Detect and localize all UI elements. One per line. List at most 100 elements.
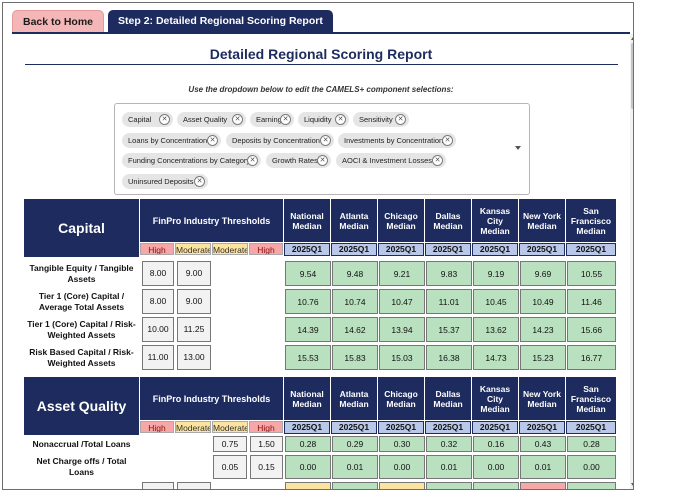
capital-section-title: Capital bbox=[24, 199, 139, 257]
threshold-cell: 11.25 bbox=[177, 317, 211, 342]
value-cell: 0.28 bbox=[567, 436, 616, 452]
component-multiselect[interactable]: Capital ✕ Asset Quality ✕ Earnings ✕ Liquid… bbox=[114, 103, 530, 195]
threshold-high-pill: High bbox=[140, 421, 174, 433]
remove-icon[interactable]: ✕ bbox=[320, 135, 331, 146]
header-new-york-median: New York Median bbox=[519, 377, 565, 420]
chip-capital: Capital ✕ bbox=[122, 112, 173, 127]
header-kansas-city-median: Kansas City Median bbox=[472, 377, 518, 420]
value-cell: 9.21 bbox=[379, 261, 425, 286]
quarter-label: 2025Q1 bbox=[284, 421, 330, 434]
quarter-label: 2025Q1 bbox=[566, 243, 616, 256]
header-national-median: National Median bbox=[284, 199, 330, 242]
remove-icon[interactable]: ✕ bbox=[335, 114, 346, 125]
partial-value-cell bbox=[379, 482, 425, 489]
header-chicago-median: Chicago Median bbox=[378, 199, 424, 242]
value-cell: 0.01 bbox=[426, 455, 472, 479]
tab-detailed-report[interactable]: Step 2: Detailed Regional Scoring Report bbox=[108, 10, 333, 32]
partial-value-cell bbox=[473, 482, 519, 489]
threshold-cell: 8.00 bbox=[142, 261, 174, 286]
quarter-label: 2025Q1 bbox=[519, 243, 565, 256]
quarter-label: 2025Q1 bbox=[284, 243, 330, 256]
value-cell: 9.48 bbox=[332, 261, 378, 286]
value-cell: 11.46 bbox=[567, 289, 616, 314]
value-cell: 0.00 bbox=[379, 455, 425, 479]
value-cell: 9.19 bbox=[473, 261, 519, 286]
chip-label: Uninsured Deposits bbox=[128, 177, 194, 186]
quarter-label: 2025Q1 bbox=[566, 421, 616, 434]
value-cell: 0.43 bbox=[520, 436, 566, 452]
threshold-cell: 0.15 bbox=[250, 455, 283, 479]
app-window: Back to Home Step 2: Detailed Regional S… bbox=[2, 2, 634, 490]
threshold-moderate-pill: Moderate bbox=[175, 421, 211, 433]
threshold-cell: 9.00 bbox=[177, 261, 211, 286]
dropdown-caret-icon[interactable] bbox=[515, 146, 521, 150]
header-san-francisco-median: San Francisco Median bbox=[566, 377, 616, 420]
remove-icon[interactable]: ✕ bbox=[159, 114, 170, 125]
chip-uninsured-deposits: Uninsured Deposits ✕ bbox=[122, 174, 208, 189]
header-atlanta-median: Atlanta Median bbox=[331, 377, 377, 420]
row-label: Risk Based Capital / Risk-Weighted Asset… bbox=[29, 346, 134, 368]
row-label: Tier 1 (Core) Capital / Average Total As… bbox=[38, 290, 125, 312]
value-cell: 13.62 bbox=[473, 317, 519, 342]
scroll-down-arrow-icon[interactable] bbox=[631, 483, 633, 486]
chip-label: Growth Rates bbox=[272, 156, 318, 165]
remove-icon[interactable]: ✕ bbox=[442, 135, 453, 146]
row-label: Net Charge offs / Total Loans bbox=[36, 456, 127, 477]
chip-sensitivity: Sensitivity ✕ bbox=[353, 112, 409, 127]
chip-investments-by-concentration: Investments by Concentration ✕ bbox=[338, 133, 456, 148]
value-cell: 10.55 bbox=[567, 261, 616, 286]
partial-value-cell bbox=[520, 482, 566, 489]
header-national-median: National Median bbox=[284, 377, 330, 420]
threshold-cell: 11.00 bbox=[142, 345, 174, 370]
chip-label: Loans by Concentration bbox=[128, 136, 208, 145]
thresholds-header: FinPro Industry Thresholds bbox=[140, 377, 283, 420]
quarter-label: 2025Q1 bbox=[472, 421, 518, 434]
chip-liquidity: Liquidity ✕ bbox=[298, 112, 349, 127]
quarter-label: 2025Q1 bbox=[472, 243, 518, 256]
value-cell: 16.38 bbox=[426, 345, 472, 370]
value-cell: 0.30 bbox=[379, 436, 425, 452]
remove-icon[interactable]: ✕ bbox=[317, 155, 328, 166]
quarter-label: 2025Q1 bbox=[425, 421, 471, 434]
threshold-cell: 8.00 bbox=[142, 289, 174, 314]
row-label: Tier 1 (Core) Capital / Risk-Weighted As… bbox=[27, 318, 136, 340]
threshold-cell: 0.75 bbox=[213, 436, 247, 452]
row-label: Tangible Equity / Tangible Assets bbox=[29, 262, 134, 284]
header-atlanta-median: Atlanta Median bbox=[331, 199, 377, 242]
value-cell: 0.00 bbox=[567, 455, 616, 479]
remove-icon[interactable]: ✕ bbox=[395, 114, 406, 125]
remove-icon[interactable]: ✕ bbox=[232, 114, 243, 125]
threshold-high-pill: High bbox=[249, 421, 283, 433]
threshold-high-pill: High bbox=[140, 243, 174, 255]
threshold-moderate-pill: Moderate bbox=[212, 243, 248, 255]
value-cell: 10.76 bbox=[285, 289, 331, 314]
remove-icon[interactable]: ✕ bbox=[432, 155, 443, 166]
partial-threshold-cell bbox=[177, 482, 211, 489]
threshold-cell: 0.05 bbox=[213, 455, 247, 479]
remove-icon[interactable]: ✕ bbox=[280, 114, 291, 125]
threshold-moderate-pill: Moderate bbox=[212, 421, 248, 433]
chip-label: Capital bbox=[128, 115, 152, 124]
value-cell: 9.83 bbox=[426, 261, 472, 286]
value-cell: 13.94 bbox=[379, 317, 425, 342]
thresholds-header: FinPro Industry Thresholds bbox=[140, 199, 283, 242]
remove-icon[interactable]: ✕ bbox=[207, 135, 218, 146]
chip-aoci-investment-losses: AOCI & Investment Losses ✕ bbox=[336, 153, 446, 168]
scrollbar-thumb[interactable] bbox=[631, 43, 633, 109]
chip-deposits-by-concentration: Deposits by Concentration ✕ bbox=[226, 133, 334, 148]
chip-label: Earnings bbox=[256, 115, 286, 124]
chip-label: Sensitivity bbox=[359, 115, 393, 124]
value-cell: 9.69 bbox=[520, 261, 566, 286]
remove-icon[interactable]: ✕ bbox=[247, 155, 258, 166]
back-to-home-tab[interactable]: Back to Home bbox=[12, 10, 105, 32]
value-cell: 10.49 bbox=[520, 289, 566, 314]
scroll-up-arrow-icon[interactable] bbox=[631, 37, 633, 40]
vertical-scrollbar[interactable] bbox=[630, 34, 633, 489]
value-cell: 10.74 bbox=[332, 289, 378, 314]
value-cell: 0.28 bbox=[285, 436, 331, 452]
remove-icon[interactable]: ✕ bbox=[194, 176, 205, 187]
value-cell: 14.62 bbox=[332, 317, 378, 342]
value-cell: 11.01 bbox=[426, 289, 472, 314]
header-dallas-median: Dallas Median bbox=[425, 199, 471, 242]
value-cell: 0.01 bbox=[520, 455, 566, 479]
